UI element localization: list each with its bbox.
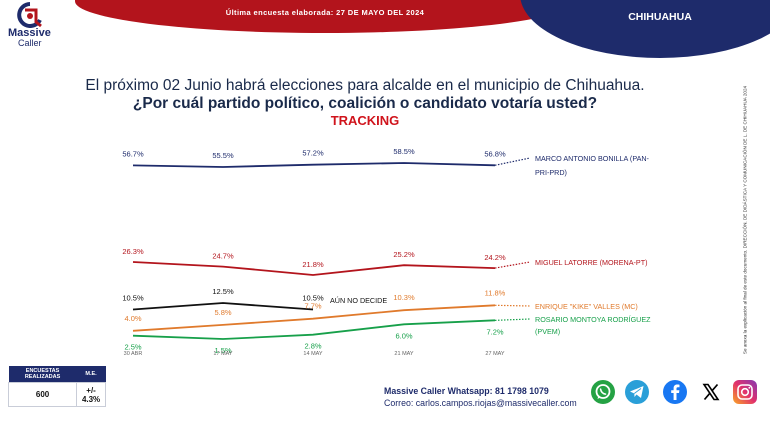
legend-entry-1: PRI-PRD) (535, 168, 567, 177)
logo-sub: Caller (18, 38, 42, 48)
data-label: 57.2% (302, 149, 324, 158)
whatsapp-contact[interactable]: Massive Caller Whatsapp: 81 1798 1079 (384, 386, 549, 396)
leader-line-3 (494, 304, 531, 307)
data-label: 7.2% (486, 327, 503, 336)
x-tick-label: 17 MAY (213, 351, 232, 357)
leader-line-0 (494, 157, 531, 166)
data-label: 4.0% (124, 314, 141, 323)
legend-entry-3: AÚN NO DECIDE (330, 296, 387, 305)
data-label: 10.5% (122, 294, 144, 303)
legend-entry-6: (PVEM) (535, 327, 560, 336)
margin-header: M.E. (76, 366, 106, 383)
margin-value: +/- 4.3% (76, 382, 106, 407)
leader-line-1 (494, 261, 531, 269)
data-label: 24.7% (212, 252, 234, 261)
massive-caller-logo-icon (17, 2, 42, 28)
x-tick-label: 14 MAY (303, 351, 322, 357)
question-line-2: ¿Por cuál partido político, coalición o … (132, 95, 598, 112)
legend-entry-5: ROSARIO MONTOYA RODRÍGUEZ (535, 315, 651, 324)
facebook-icon[interactable] (662, 379, 688, 405)
survey-date: Última encuesta elaborada: 27 DE MAYO DE… (225, 8, 425, 17)
data-label: 25.2% (393, 250, 415, 259)
series-line-2 (132, 302, 314, 311)
logo-name: Massive (8, 27, 51, 39)
data-label: 2.8% (304, 342, 321, 351)
data-label: 5.8% (214, 308, 231, 317)
data-label: 21.8% (302, 260, 324, 269)
data-label: 7.7% (304, 302, 321, 311)
leader-line-4 (494, 318, 531, 321)
surveys-header: ENCUESTAS REALIZADAS (8, 366, 77, 383)
data-label: 58.5% (393, 147, 415, 156)
telegram-icon[interactable] (624, 379, 650, 405)
data-label: 10.3% (393, 293, 415, 302)
data-label: 2.5% (124, 343, 141, 352)
question-line-1: El próximo 02 Junio habrá elecciones par… (85, 77, 645, 94)
data-label: 56.7% (122, 149, 144, 158)
data-label: 24.2% (484, 253, 506, 262)
whatsapp-icon[interactable] (590, 379, 616, 405)
data-label: 1.5% (214, 346, 231, 355)
x-tick-label: 21 MAY (394, 351, 413, 357)
series-line-4 (132, 319, 496, 340)
survey-stats-table: ENCUESTAS REALIZADAS M.E. 600 +/- 4.3% (7, 366, 106, 407)
instagram-icon[interactable] (732, 379, 758, 405)
x-icon[interactable] (698, 379, 724, 405)
email-contact[interactable]: Correo: carlos.campos.riojas@massivecall… (384, 398, 577, 408)
data-label: 11.8% (485, 288, 506, 297)
state-name: CHIHUAHUA (628, 11, 692, 23)
x-tick-label: 27 MAY (485, 351, 504, 357)
data-label: 26.3% (122, 247, 144, 256)
tracking-title: TRACKING (330, 113, 400, 128)
data-label: 56.8% (484, 149, 506, 158)
legend-entry-0: MARCO ANTONIO BONILLA (PAN- (535, 154, 650, 163)
surveys-value: 600 (7, 382, 78, 407)
legend-entry-2: MIGUEL LATORRE (MORENA-PT) (535, 258, 647, 267)
data-label: 10.5% (302, 294, 324, 303)
series-line-1 (132, 261, 496, 276)
data-label: 12.5% (212, 287, 234, 296)
data-label: 6.0% (395, 331, 412, 340)
data-label: 55.5% (212, 151, 234, 160)
x-tick-label: 30 ABR (124, 351, 143, 357)
legend-entry-4: ENRIQUE "KIKE" VALLES (MC) (535, 302, 638, 311)
series-line-0 (132, 162, 496, 168)
series-line-3 (132, 304, 496, 332)
